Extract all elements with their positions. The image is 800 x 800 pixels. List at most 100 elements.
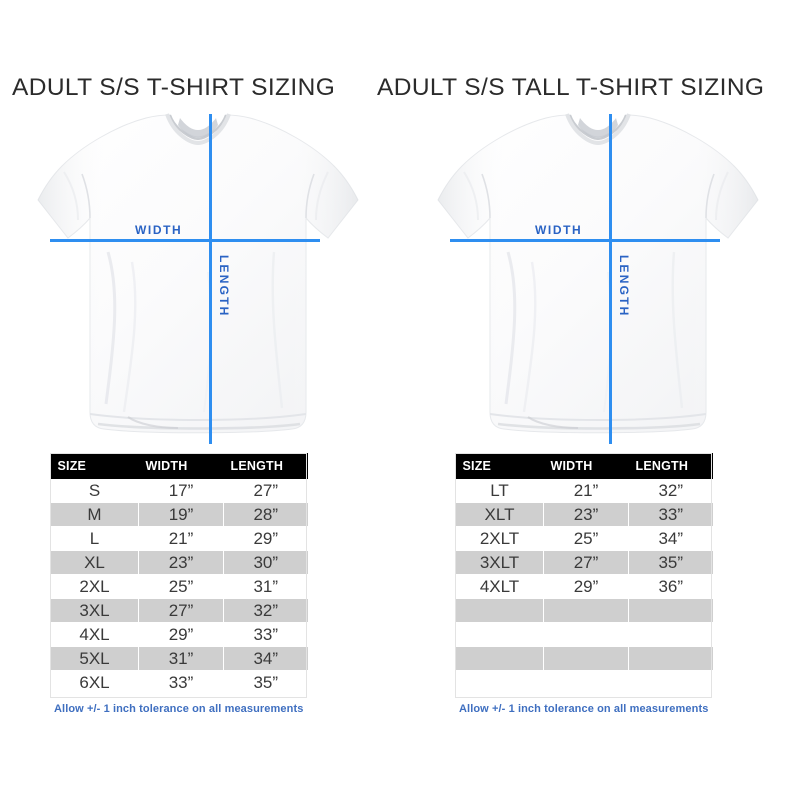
size-table-tall: SIZE WIDTH LENGTH LT 21” 32” XLT 23” 33”… (455, 453, 713, 695)
table-row: LT 21” 32” (455, 479, 713, 503)
cell-size (455, 646, 544, 671)
cell-width: 25” (543, 526, 629, 551)
cell-width (543, 622, 629, 647)
table-row: S 17” 27” (50, 479, 308, 503)
cell-width: 23” (543, 502, 629, 527)
cell-width: 21” (138, 526, 224, 551)
table-row-empty (455, 646, 713, 671)
page-title-tall: ADULT S/S TALL T-SHIRT SIZING (377, 74, 765, 101)
cell-length (628, 598, 713, 623)
cell-size: XLT (455, 502, 544, 527)
cell-length: 35” (223, 670, 308, 695)
table-row: M 19” 28” (50, 502, 308, 527)
cell-length: 36” (628, 574, 713, 599)
cell-size (455, 622, 544, 647)
panel-tall-sizing: ADULT S/S TALL T-SHIRT SIZING (377, 0, 788, 800)
cell-length (628, 622, 713, 647)
cell-length (628, 646, 713, 671)
cell-width: 29” (138, 622, 224, 647)
cell-size: 2XL (50, 574, 139, 599)
table-row: 3XL 27” 32” (50, 598, 308, 623)
cell-size: 4XL (50, 622, 139, 647)
table-row: XLT 23” 33” (455, 502, 713, 527)
cell-width: 27” (138, 598, 224, 623)
cell-length: 34” (223, 646, 308, 671)
table-row: 6XL 33” 35” (50, 670, 308, 695)
length-guide-label: LENGTH (217, 255, 231, 318)
cell-length: 34” (628, 526, 713, 551)
column-header-width: WIDTH (138, 453, 224, 479)
cell-size: LT (455, 479, 544, 503)
tshirt-diagram-standard: WIDTH LENGTH (28, 112, 368, 450)
length-guide-line (209, 114, 212, 444)
cell-length: 33” (223, 622, 308, 647)
cell-width: 23” (138, 550, 224, 575)
table-body-standard: S 17” 27” M 19” 28” L 21” 29” XL 23” (50, 479, 308, 695)
cell-width: 21” (543, 479, 629, 503)
cell-width: 29” (543, 574, 629, 599)
cell-width: 33” (138, 670, 224, 695)
width-guide-line (450, 239, 720, 242)
cell-size: 6XL (50, 670, 139, 695)
column-header-width: WIDTH (543, 453, 629, 479)
table-row: 3XLT 27” 35” (455, 550, 713, 575)
table-row: XL 23” 30” (50, 550, 308, 575)
cell-size: 4XLT (455, 574, 544, 599)
width-guide-label: WIDTH (135, 223, 183, 237)
column-header-length: LENGTH (223, 453, 308, 479)
table-header-row: SIZE WIDTH LENGTH (455, 453, 713, 479)
table-header-row: SIZE WIDTH LENGTH (50, 453, 308, 479)
cell-length: 32” (223, 598, 308, 623)
cell-size: 3XL (50, 598, 139, 623)
cell-width: 31” (138, 646, 224, 671)
cell-size: S (50, 479, 139, 503)
cell-length: 27” (223, 479, 308, 503)
cell-length: 35” (628, 550, 713, 575)
tshirt-diagram-tall: WIDTH LENGTH (428, 112, 768, 450)
cell-size: 2XLT (455, 526, 544, 551)
table-row: 5XL 31” 34” (50, 646, 308, 671)
cell-width (543, 646, 629, 671)
cell-length (628, 670, 713, 695)
table-row: 2XL 25” 31” (50, 574, 308, 599)
table-row: L 21” 29” (50, 526, 308, 551)
table-row-empty (455, 622, 713, 647)
cell-size: 5XL (50, 646, 139, 671)
width-guide-line (50, 239, 320, 242)
cell-length: 30” (223, 550, 308, 575)
footnote-standard: Allow +/- 1 inch tolerance on all measur… (54, 703, 304, 715)
cell-width (543, 670, 629, 695)
page-title-standard: ADULT S/S T-SHIRT SIZING (12, 74, 336, 101)
length-guide-label: LENGTH (617, 255, 631, 318)
cell-width: 27” (543, 550, 629, 575)
cell-length: 31” (223, 574, 308, 599)
cell-size: L (50, 526, 139, 551)
cell-size (455, 670, 544, 695)
table-row: 4XL 29” 33” (50, 622, 308, 647)
width-guide-label: WIDTH (535, 223, 583, 237)
cell-width: 17” (138, 479, 224, 503)
cell-length: 33” (628, 502, 713, 527)
column-header-size: SIZE (455, 453, 544, 479)
cell-length: 29” (223, 526, 308, 551)
cell-size: XL (50, 550, 139, 575)
cell-size (455, 598, 544, 623)
cell-width: 25” (138, 574, 224, 599)
tshirt-illustration-icon (437, 113, 759, 434)
cell-size: M (50, 502, 139, 527)
length-guide-line (609, 114, 612, 444)
tshirt-illustration-icon (37, 113, 359, 434)
table-row-empty (455, 598, 713, 623)
table-row: 4XLT 29” 36” (455, 574, 713, 599)
column-header-length: LENGTH (628, 453, 713, 479)
table-row-empty (455, 670, 713, 695)
footnote-tall: Allow +/- 1 inch tolerance on all measur… (459, 703, 709, 715)
size-table-standard: SIZE WIDTH LENGTH S 17” 27” M 19” 28” L (50, 453, 308, 695)
cell-size: 3XLT (455, 550, 544, 575)
panel-standard-sizing: ADULT S/S T-SHIRT SIZING (12, 74, 368, 715)
table-body-tall: LT 21” 32” XLT 23” 33” 2XLT 25” 34” 3XLT… (455, 479, 713, 695)
cell-width (543, 598, 629, 623)
cell-length: 28” (223, 502, 308, 527)
cell-width: 19” (138, 502, 224, 527)
